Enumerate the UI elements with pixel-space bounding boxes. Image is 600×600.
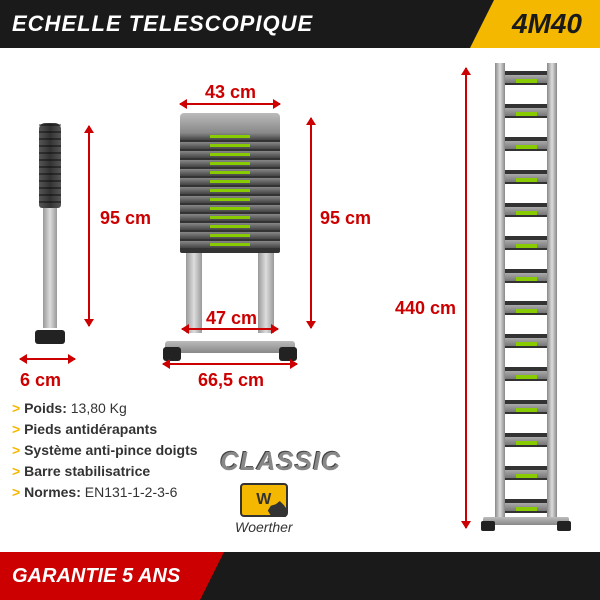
collapsed-base <box>165 341 295 353</box>
dim-collapsed-height <box>310 118 312 328</box>
classic-logo: CLASSIC <box>220 446 341 477</box>
spec-row: > Barre stabilisatrice <box>12 461 198 482</box>
dim-extended-height <box>465 68 467 528</box>
dim-collapsed-top-width <box>180 103 280 105</box>
dim-collapsed-base-width <box>163 363 297 365</box>
brand-logo: W Woerther <box>235 483 293 535</box>
dim-extended-height-label: 440 cm <box>395 298 456 319</box>
specs-list: > Poids: 13,80 Kg> Pieds antidérapants> … <box>12 398 198 503</box>
collapsed-rungs <box>180 133 280 253</box>
brand-letter: W <box>256 491 271 509</box>
dim-folded-height-label: 95 cm <box>100 208 151 229</box>
dim-folded-width <box>20 358 75 360</box>
folded-tube <box>43 208 57 328</box>
collapsed-top <box>180 113 280 133</box>
folded-foot <box>35 330 65 344</box>
size-badge: 4M40 <box>494 0 600 48</box>
brand-icon: W <box>240 483 288 517</box>
extended-foot-right <box>557 521 571 531</box>
dim-collapsed-top-width-label: 43 cm <box>205 82 256 103</box>
brand-name: Woerther <box>235 519 293 535</box>
spec-row: > Poids: 13,80 Kg <box>12 398 198 419</box>
extended-rungs <box>505 71 547 513</box>
spec-row: > Pieds antidérapants <box>12 419 198 440</box>
folded-top <box>39 123 61 208</box>
warranty-badge: GARANTIE 5 ANS <box>0 552 200 600</box>
dim-collapsed-base-width-label: 66,5 cm <box>198 370 264 391</box>
folded-ladder-graphic <box>35 123 65 348</box>
dim-collapsed-height-label: 95 cm <box>320 208 371 229</box>
product-title: ECHELLE TELESCOPIQUE <box>0 11 313 37</box>
collapsed-ladder-graphic <box>165 113 295 373</box>
dim-collapsed-inner-width-label: 47 cm <box>206 308 257 329</box>
spec-row: > Normes: EN131-1-2-3-6 <box>12 482 198 503</box>
main-diagram-area: 95 cm 6 cm 43 cm 95 cm 47 cm 66,5 cm <box>0 48 600 552</box>
extended-foot-left <box>481 521 495 531</box>
footer-bar: GARANTIE 5 ANS <box>0 552 600 600</box>
extended-ladder-graphic <box>487 63 565 533</box>
header-bar: ECHELLE TELESCOPIQUE 4M40 <box>0 0 600 48</box>
dim-folded-height <box>88 126 90 326</box>
spec-row: > Système anti-pince doigts <box>12 440 198 461</box>
dim-folded-width-label: 6 cm <box>20 370 61 391</box>
